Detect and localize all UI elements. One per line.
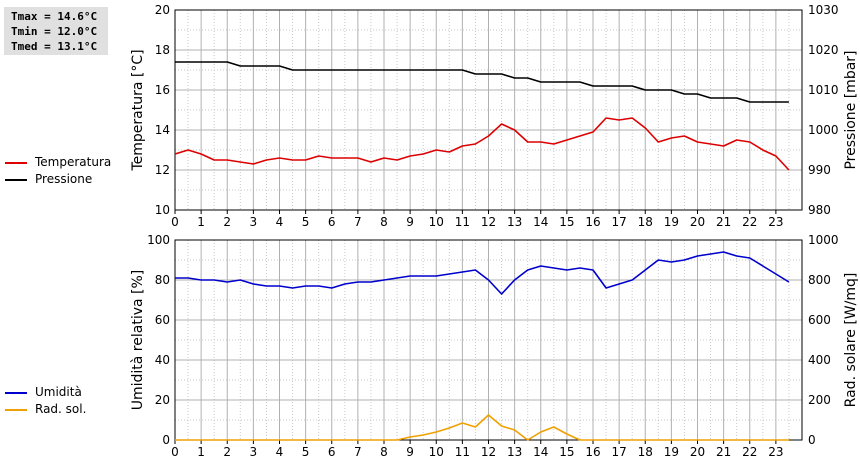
chart1-y-tick-label: 20 — [155, 3, 170, 17]
chart2-x-tick-label: 18 — [638, 445, 653, 459]
legend-swatch-temperatura — [5, 161, 27, 164]
chart1-series-temperatura-line — [174, 117, 790, 171]
legend-label-pressione: Pressione — [35, 172, 93, 186]
legend-radiazione: Rad. sol. — [5, 402, 86, 416]
chart1-x-tick-label: 12 — [481, 215, 496, 229]
chart2-x-tick-label: 2 — [223, 445, 231, 459]
chart1-x-tick-label: 7 — [354, 215, 362, 229]
chart2-y2-tick-label: 1000 — [808, 233, 839, 247]
chart2-x-tick-label: 1 — [197, 445, 205, 459]
chart2-y-tick-label: 100 — [147, 233, 170, 247]
chart1-x-tick-label: 13 — [507, 215, 522, 229]
chart1-x-tick-label: 10 — [429, 215, 444, 229]
chart1-x-tick-label: 16 — [585, 215, 600, 229]
chart2-x-tick-label: 23 — [768, 445, 783, 459]
chart1-x-tick-label: 15 — [559, 215, 574, 229]
chart2-y2-tick-label: 0 — [808, 433, 816, 447]
chart1-y2-tick-label: 1010 — [808, 83, 839, 97]
legend-swatch-umidita — [5, 391, 27, 394]
chart2-x-tick-label: 22 — [742, 445, 757, 459]
chart1-x-tick-label: 5 — [302, 215, 310, 229]
tmed-stat: Tmed = 13.1°C — [11, 40, 98, 53]
chart2-y2-axis-label: Rad. solare [W/mq] — [843, 273, 859, 408]
chart2-x-tick-label: 20 — [690, 445, 705, 459]
chart1-y2-tick-label: 980 — [808, 203, 831, 217]
chart2-x-tick-label: 21 — [716, 445, 731, 459]
chart1-group: 0 1 2 3 4 5 6 7 8 9 10 11 12 13 14 15 16 17 18 19 20 21 22 2310… — [130, 3, 859, 229]
legend-pressione: Pressione — [5, 172, 92, 186]
chart2-x-tick-label: 6 — [328, 445, 336, 459]
chart2-y-tick-label: 20 — [155, 393, 170, 407]
chart2-y-tick-label: 40 — [155, 353, 170, 367]
chart2-y2-tick-label: 200 — [808, 393, 831, 407]
legend-label-umidita: Umidità — [35, 385, 82, 399]
chart2-x-tick-label: 17 — [611, 445, 626, 459]
chart1-x-tick-label: 21 — [716, 215, 731, 229]
chart1-x-tick-label: 23 — [768, 215, 783, 229]
chart1-x-tick-label: 19 — [664, 215, 679, 229]
chart2-x-tick-label: 15 — [559, 445, 574, 459]
chart1-x-tick-label: 11 — [455, 215, 470, 229]
chart1-x-tick-label: 22 — [742, 215, 757, 229]
chart1-y-tick-label: 18 — [155, 43, 170, 57]
chart1-x-tick-label: 1 — [197, 215, 205, 229]
chart2-x-tick-label: 7 — [354, 445, 362, 459]
chart1-x-tick-label: 17 — [611, 215, 626, 229]
chart2-x-tick-label: 4 — [276, 445, 284, 459]
chart2-y2-tick-label: 400 — [808, 353, 831, 367]
chart2-x-tick-label: 14 — [533, 445, 548, 459]
legend-swatch-radiazione — [5, 408, 27, 411]
chart1-y-tick-label: 16 — [155, 83, 170, 97]
chart2-x-tick-label: 12 — [481, 445, 496, 459]
chart2-x-tick-label: 8 — [380, 445, 388, 459]
chart2-y-tick-label: 60 — [155, 313, 170, 327]
legend-umidita: Umidità — [5, 385, 82, 399]
chart1-y-tick-label: 10 — [155, 203, 170, 217]
chart2-series-rad-sol-line — [175, 414, 789, 441]
chart1-x-tick-label: 2 — [223, 215, 231, 229]
chart2-y2-tick-label: 800 — [808, 273, 831, 287]
chart2-x-tick-label: 13 — [507, 445, 522, 459]
legend-swatch-pressione — [5, 178, 27, 181]
chart1-y2-tick-label: 990 — [808, 163, 831, 177]
chart2-y2-tick-label: 600 — [808, 313, 831, 327]
chart2-series-umidit-line — [175, 251, 790, 295]
legend-temperatura: Temperatura — [5, 155, 111, 169]
chart1-x-tick-label: 20 — [690, 215, 705, 229]
chart1-y2-tick-label: 1030 — [808, 3, 839, 17]
chart1-series-pressione-line — [175, 61, 789, 103]
chart2-x-tick-label: 0 — [171, 445, 179, 459]
chart1-y2-tick-label: 1020 — [808, 43, 839, 57]
chart1-x-tick-label: 6 — [328, 215, 336, 229]
chart1-x-tick-label: 9 — [406, 215, 414, 229]
chart2-x-tick-label: 16 — [585, 445, 600, 459]
chart1-y2-tick-label: 1000 — [808, 123, 839, 137]
chart2-x-tick-label: 9 — [406, 445, 414, 459]
chart2-group: 0 1 2 3 4 5 6 7 8 9 10 11 12 13 14 15 16 17 18 19 20 21 22 2302… — [130, 233, 859, 459]
chart2-x-tick-label: 19 — [664, 445, 679, 459]
legend-label-temperatura: Temperatura — [35, 155, 112, 169]
chart2-y-axis-label: Umidità relativa [%] — [130, 270, 146, 411]
chart2-y-tick-label: 0 — [162, 433, 170, 447]
stats-box: Tmax = 14.6°C Tmin = 12.0°C Tmed = 13.1°… — [4, 7, 108, 55]
chart2-y-tick-label: 80 — [155, 273, 170, 287]
legend-label-radiazione: Rad. sol. — [35, 402, 87, 416]
chart1-x-tick-label: 18 — [638, 215, 653, 229]
chart2-x-tick-label: 5 — [302, 445, 310, 459]
chart2-x-tick-label: 11 — [455, 445, 470, 459]
chart1-x-tick-label: 0 — [171, 215, 179, 229]
chart1-x-tick-label: 8 — [380, 215, 388, 229]
chart2-x-tick-label: 3 — [250, 445, 258, 459]
chart2-x-tick-label: 10 — [429, 445, 444, 459]
chart1-y2-axis-label: Pressione [mbar] — [843, 50, 859, 169]
chart1-x-tick-label: 3 — [250, 215, 258, 229]
chart1-x-tick-label: 14 — [533, 215, 548, 229]
tmax-stat: Tmax = 14.6°C — [11, 10, 98, 23]
chart1-y-axis-label: Temperatura [°C] — [130, 49, 146, 171]
tmin-stat: Tmin = 12.0°C — [11, 25, 98, 38]
chart1-y-tick-label: 14 — [155, 123, 170, 137]
chart1-y-tick-label: 12 — [155, 163, 170, 177]
chart1-x-tick-label: 4 — [276, 215, 284, 229]
